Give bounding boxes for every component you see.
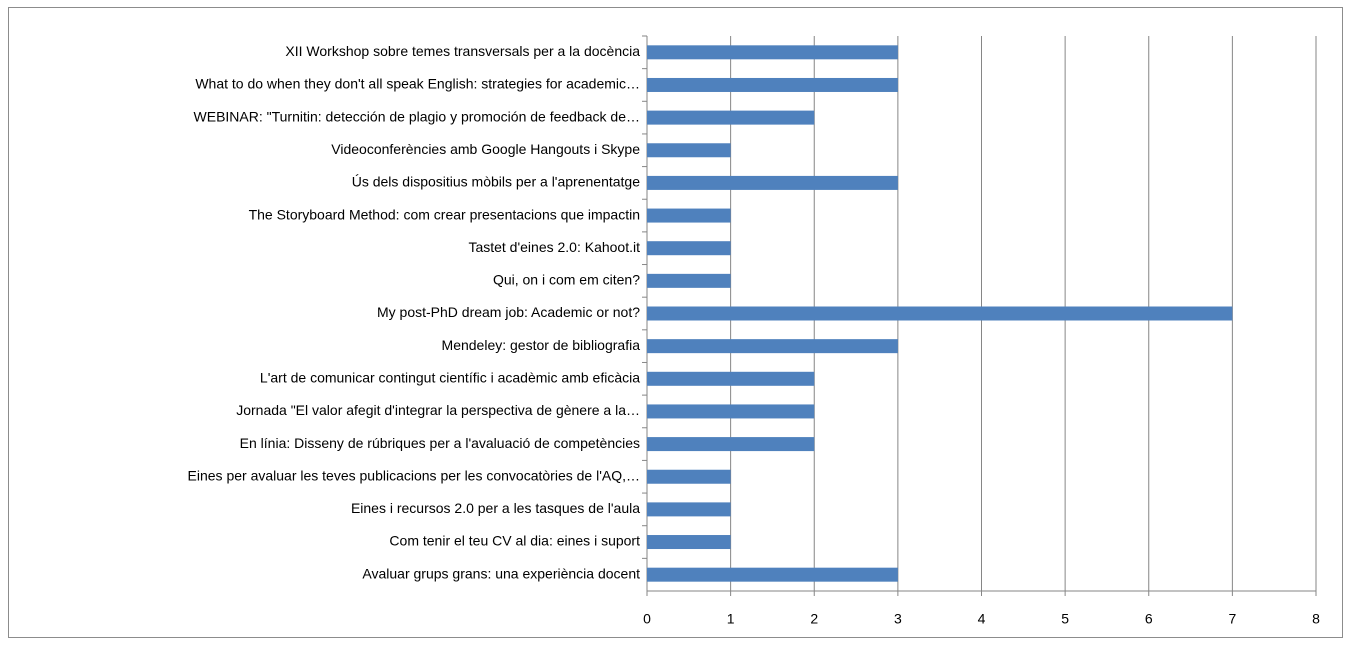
bar [647, 77, 898, 92]
bar [647, 437, 815, 452]
bar [647, 371, 815, 386]
y-tick-label: Mendeley: gestor de bibliografia [442, 337, 641, 353]
bar [647, 175, 898, 190]
x-tick-label: 1 [727, 611, 735, 627]
y-tick-label: Ús dels dispositius mòbils per a l'apren… [352, 174, 640, 190]
bar [647, 45, 898, 60]
bar [647, 469, 731, 484]
bar [647, 241, 731, 256]
x-tick-label: 0 [643, 611, 651, 627]
x-tick-label: 7 [1228, 611, 1236, 627]
bar [647, 535, 731, 550]
y-tick-label: Avaluar grups grans: una experiència doc… [362, 565, 640, 581]
bar [647, 208, 731, 223]
bar [647, 110, 815, 125]
y-tick-label: My post-PhD dream job: Academic or not? [377, 304, 640, 320]
x-tick-label: 3 [894, 611, 902, 627]
y-tick-label: What to do when they don't all speak Eng… [195, 76, 640, 92]
x-tick-label: 2 [810, 611, 818, 627]
bar [647, 404, 815, 419]
y-tick-label: L'art de comunicar contingut científic i… [260, 369, 640, 385]
x-tick-label: 5 [1061, 611, 1069, 627]
y-tick-label: Tastet d'eines 2.0: Kahoot.it [468, 239, 640, 255]
bar [647, 567, 898, 582]
x-tick-label: 8 [1312, 611, 1320, 627]
y-tick-label: Videoconferències amb Google Hangouts i … [331, 141, 640, 157]
y-tick-label: The Storyboard Method: com crear present… [249, 206, 640, 222]
y-tick-label: Eines i recursos 2.0 per a les tasques d… [351, 500, 640, 516]
y-tick-label: Jornada "El valor afegit d'integrar la p… [236, 402, 640, 418]
y-tick-label: Qui, on i com em citen? [493, 272, 640, 288]
bar [647, 502, 731, 517]
y-tick-label: En línia: Disseny de rúbriques per a l'a… [240, 435, 640, 451]
y-tick-label: Com tenir el teu CV al dia: eines i supo… [389, 533, 640, 549]
y-tick-label: XII Workshop sobre temes transversals pe… [285, 43, 640, 59]
bar [647, 143, 731, 158]
y-tick-label: Eines per avaluar les teves publicacions… [188, 467, 640, 483]
bar [647, 306, 1233, 321]
bar [647, 273, 731, 288]
x-tick-label: 6 [1145, 611, 1153, 627]
bar [647, 339, 898, 354]
x-tick-label: 4 [978, 611, 986, 627]
y-tick-label: WEBINAR: "Turnitin: detección de plagio … [194, 108, 640, 124]
